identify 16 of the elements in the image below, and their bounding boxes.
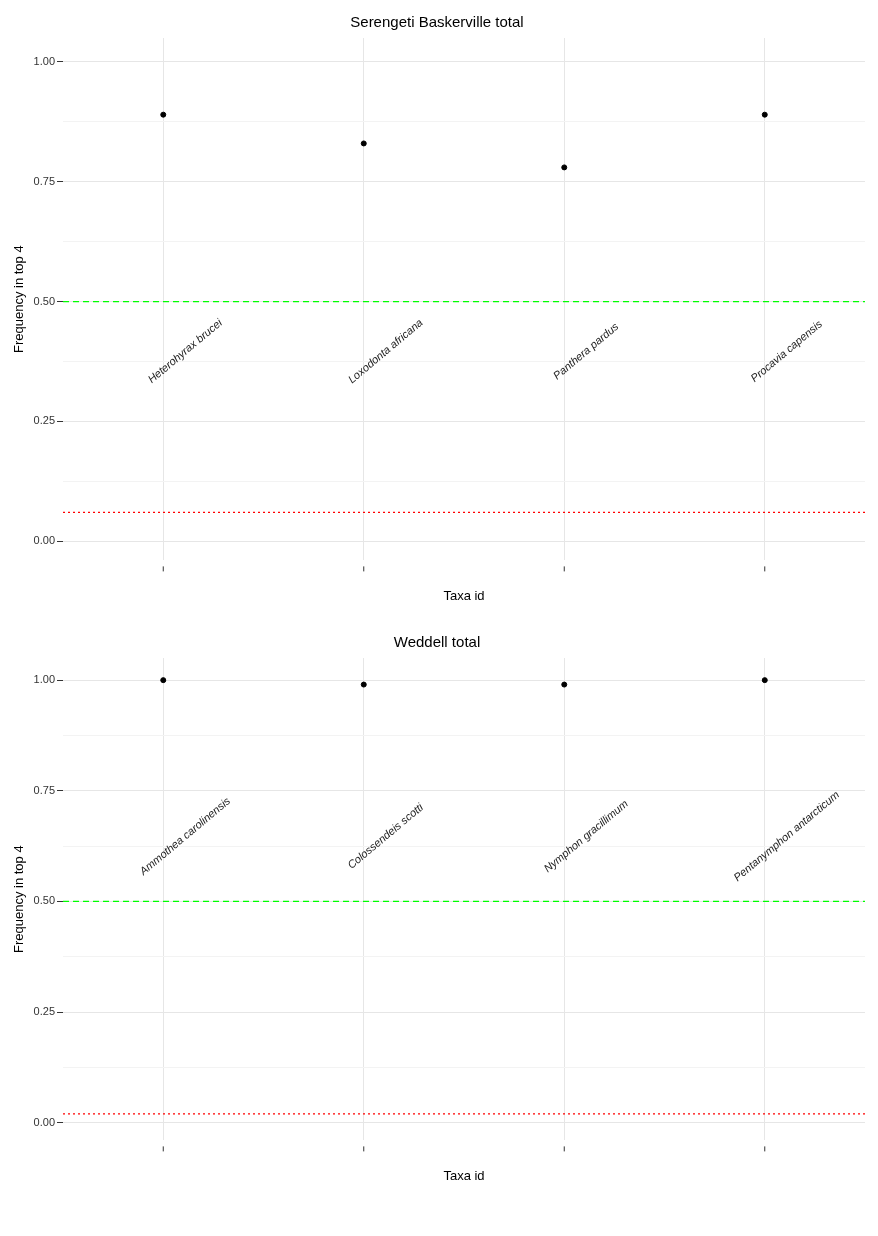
y-axis-title: Frequency in top 4 (11, 845, 27, 954)
y-tick-label: 0.00 (33, 534, 56, 547)
y-tick-label: 1.00 (33, 54, 56, 67)
y-tick-label: 0.50 (33, 294, 56, 307)
y-tick-label: 0.25 (33, 1005, 56, 1018)
y-tick-label: 0.75 (33, 174, 56, 187)
y-tick-label: 0.50 (33, 894, 56, 907)
y-tick-label: 0.00 (33, 1115, 56, 1128)
x-axis-title: Taxa id (443, 587, 485, 603)
y-tick-label: 0.75 (33, 783, 56, 796)
y-axis-title: Frequency in top 4 (11, 245, 27, 354)
chart-title: Serengeti Baskerville total (350, 13, 524, 31)
y-tick-label: 0.25 (33, 414, 56, 427)
y-tick-label: 1.00 (33, 673, 56, 686)
x-axis-title: Taxa id (443, 1167, 485, 1183)
chart-title: Weddell total (393, 633, 481, 651)
